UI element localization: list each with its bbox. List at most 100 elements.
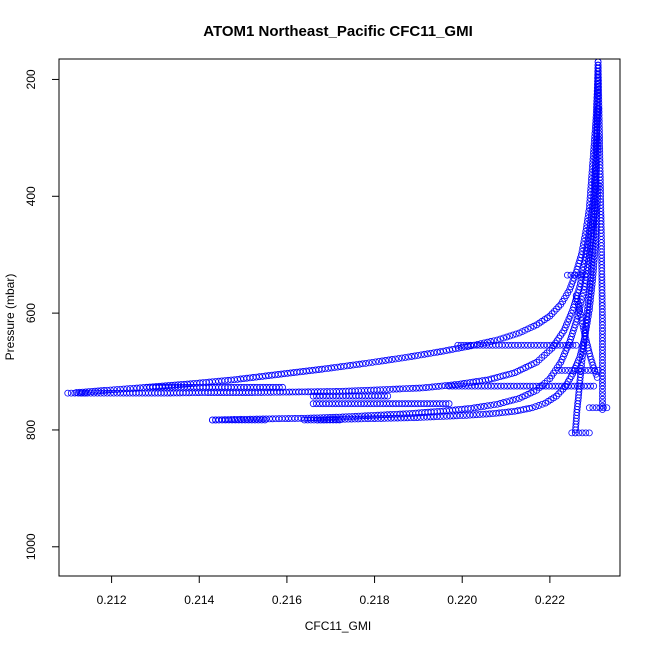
data-point	[509, 396, 517, 404]
data-point	[469, 411, 477, 419]
data-point	[336, 416, 343, 424]
data-point	[384, 392, 392, 400]
data-point	[486, 410, 494, 418]
data-point	[427, 413, 434, 421]
data-point	[90, 389, 98, 397]
data-point	[588, 366, 595, 374]
data-point	[471, 382, 479, 390]
data-point	[332, 416, 340, 424]
data-point	[559, 341, 567, 349]
data-point	[341, 415, 349, 423]
data-point	[258, 416, 266, 424]
data-point	[594, 366, 602, 374]
data-point	[550, 307, 558, 315]
data-point	[386, 385, 394, 393]
data-point	[599, 362, 606, 370]
data-point	[506, 332, 514, 340]
data-point	[407, 414, 415, 422]
data-point	[241, 416, 249, 424]
data-point	[582, 325, 589, 333]
data-point	[381, 414, 388, 422]
data-point	[578, 271, 585, 279]
data-point	[592, 404, 600, 412]
data-point	[453, 412, 461, 420]
data-point	[389, 385, 397, 393]
data-point	[574, 271, 582, 279]
data-point	[395, 355, 403, 362]
data-point	[571, 366, 579, 374]
data-point	[492, 409, 500, 417]
data-point	[589, 404, 597, 412]
data-point	[591, 366, 599, 374]
data-point	[500, 334, 507, 342]
data-point	[422, 384, 430, 391]
data-point	[269, 383, 277, 391]
data-point	[404, 414, 411, 422]
data-point	[365, 359, 373, 367]
data-point	[568, 309, 575, 317]
data-point	[599, 356, 606, 364]
data-point	[473, 411, 480, 419]
data-point	[586, 283, 594, 291]
data-point	[423, 413, 431, 421]
data-point	[246, 383, 254, 391]
data-point	[336, 392, 343, 400]
data-point	[491, 382, 498, 390]
data-point	[410, 414, 418, 422]
data-point	[398, 354, 406, 362]
data-point	[458, 382, 466, 390]
data-point	[442, 400, 450, 408]
data-point	[583, 309, 591, 317]
data-point	[572, 341, 580, 349]
data-point	[382, 357, 389, 364]
data-point	[465, 382, 472, 390]
data-point	[243, 383, 251, 391]
plot-frame	[58, 58, 621, 577]
data-point	[503, 382, 511, 390]
data-point	[586, 286, 593, 294]
y-axis: 200 400 600 800 1000	[24, 69, 59, 560]
data-point	[93, 389, 101, 397]
data-point	[555, 303, 563, 311]
data-point	[450, 412, 457, 420]
data-point	[521, 341, 528, 349]
data-point	[565, 315, 573, 323]
data-point	[424, 350, 431, 358]
data-point	[565, 366, 572, 374]
data-point	[585, 296, 592, 304]
data-point	[71, 389, 79, 397]
x-axis: 0.212 0.214 0.216 0.218 0.220 0.222	[97, 576, 565, 607]
data-point	[484, 402, 491, 410]
data-point	[425, 383, 433, 391]
data-point	[585, 404, 593, 412]
data-point	[232, 416, 239, 424]
data-point	[578, 429, 586, 437]
data-point	[468, 382, 476, 390]
y-tick-label: 600	[24, 303, 38, 323]
data-point	[587, 264, 595, 272]
data-point	[411, 352, 419, 360]
data-point	[466, 411, 474, 419]
data-point	[402, 385, 410, 393]
data-point	[578, 366, 586, 374]
data-point	[596, 404, 604, 412]
x-tick-label: 0.216	[272, 593, 302, 607]
data-point	[405, 353, 412, 361]
data-point	[568, 366, 576, 374]
data-point	[387, 414, 395, 422]
data-point	[255, 416, 262, 424]
data-point	[364, 415, 372, 423]
data-point	[599, 395, 606, 403]
y-tick-label: 800	[24, 420, 38, 440]
data-point	[212, 416, 220, 424]
data-point	[78, 389, 86, 397]
data-point	[530, 341, 538, 349]
data-point	[514, 341, 522, 349]
data-point	[543, 349, 551, 357]
data-point	[524, 341, 532, 349]
data-point	[474, 382, 482, 390]
data-point	[571, 321, 579, 329]
data-point	[580, 286, 588, 294]
data-point	[208, 416, 216, 424]
data-point	[585, 429, 593, 437]
